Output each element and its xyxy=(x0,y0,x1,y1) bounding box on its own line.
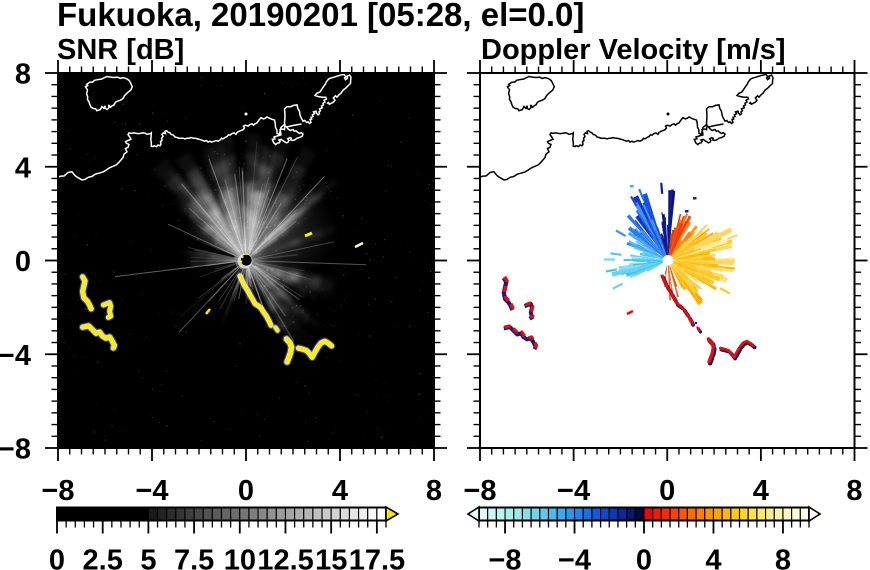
svg-text:−8: −8 xyxy=(0,434,31,466)
svg-text:−4: −4 xyxy=(0,340,31,372)
svg-text:4: 4 xyxy=(15,152,31,184)
svg-text:2.5: 2.5 xyxy=(83,545,123,570)
svg-text:0: 0 xyxy=(238,475,254,507)
svg-text:8: 8 xyxy=(426,475,442,507)
svg-text:−4: −4 xyxy=(557,475,590,507)
svg-text:SNR [dB]: SNR [dB] xyxy=(57,34,184,66)
svg-text:7.5: 7.5 xyxy=(174,545,214,570)
svg-text:−4: −4 xyxy=(135,475,168,507)
svg-text:−8: −8 xyxy=(463,475,496,507)
svg-text:12.5: 12.5 xyxy=(257,545,313,570)
svg-text:−8: −8 xyxy=(41,475,74,507)
svg-text:8: 8 xyxy=(775,545,791,570)
svg-text:0: 0 xyxy=(49,545,65,570)
svg-text:Fukuoka, 20190201 [05:28, el=0: Fukuoka, 20190201 [05:28, el=0.0] xyxy=(57,0,584,33)
svg-text:Doppler Velocity [m/s]: Doppler Velocity [m/s] xyxy=(481,34,786,66)
svg-text:8: 8 xyxy=(846,475,862,507)
svg-text:4: 4 xyxy=(753,475,769,507)
svg-text:8: 8 xyxy=(15,59,31,91)
svg-text:−4: −4 xyxy=(558,545,591,570)
svg-text:−8: −8 xyxy=(489,545,522,570)
svg-text:4: 4 xyxy=(705,545,721,570)
svg-text:0: 0 xyxy=(659,475,675,507)
svg-text:4: 4 xyxy=(332,475,348,507)
svg-text:5: 5 xyxy=(140,545,156,570)
svg-text:17.5: 17.5 xyxy=(349,545,405,570)
svg-text:15: 15 xyxy=(315,545,347,570)
svg-text:0: 0 xyxy=(15,246,31,278)
svg-text:0: 0 xyxy=(636,545,652,570)
svg-text:10: 10 xyxy=(224,545,256,570)
